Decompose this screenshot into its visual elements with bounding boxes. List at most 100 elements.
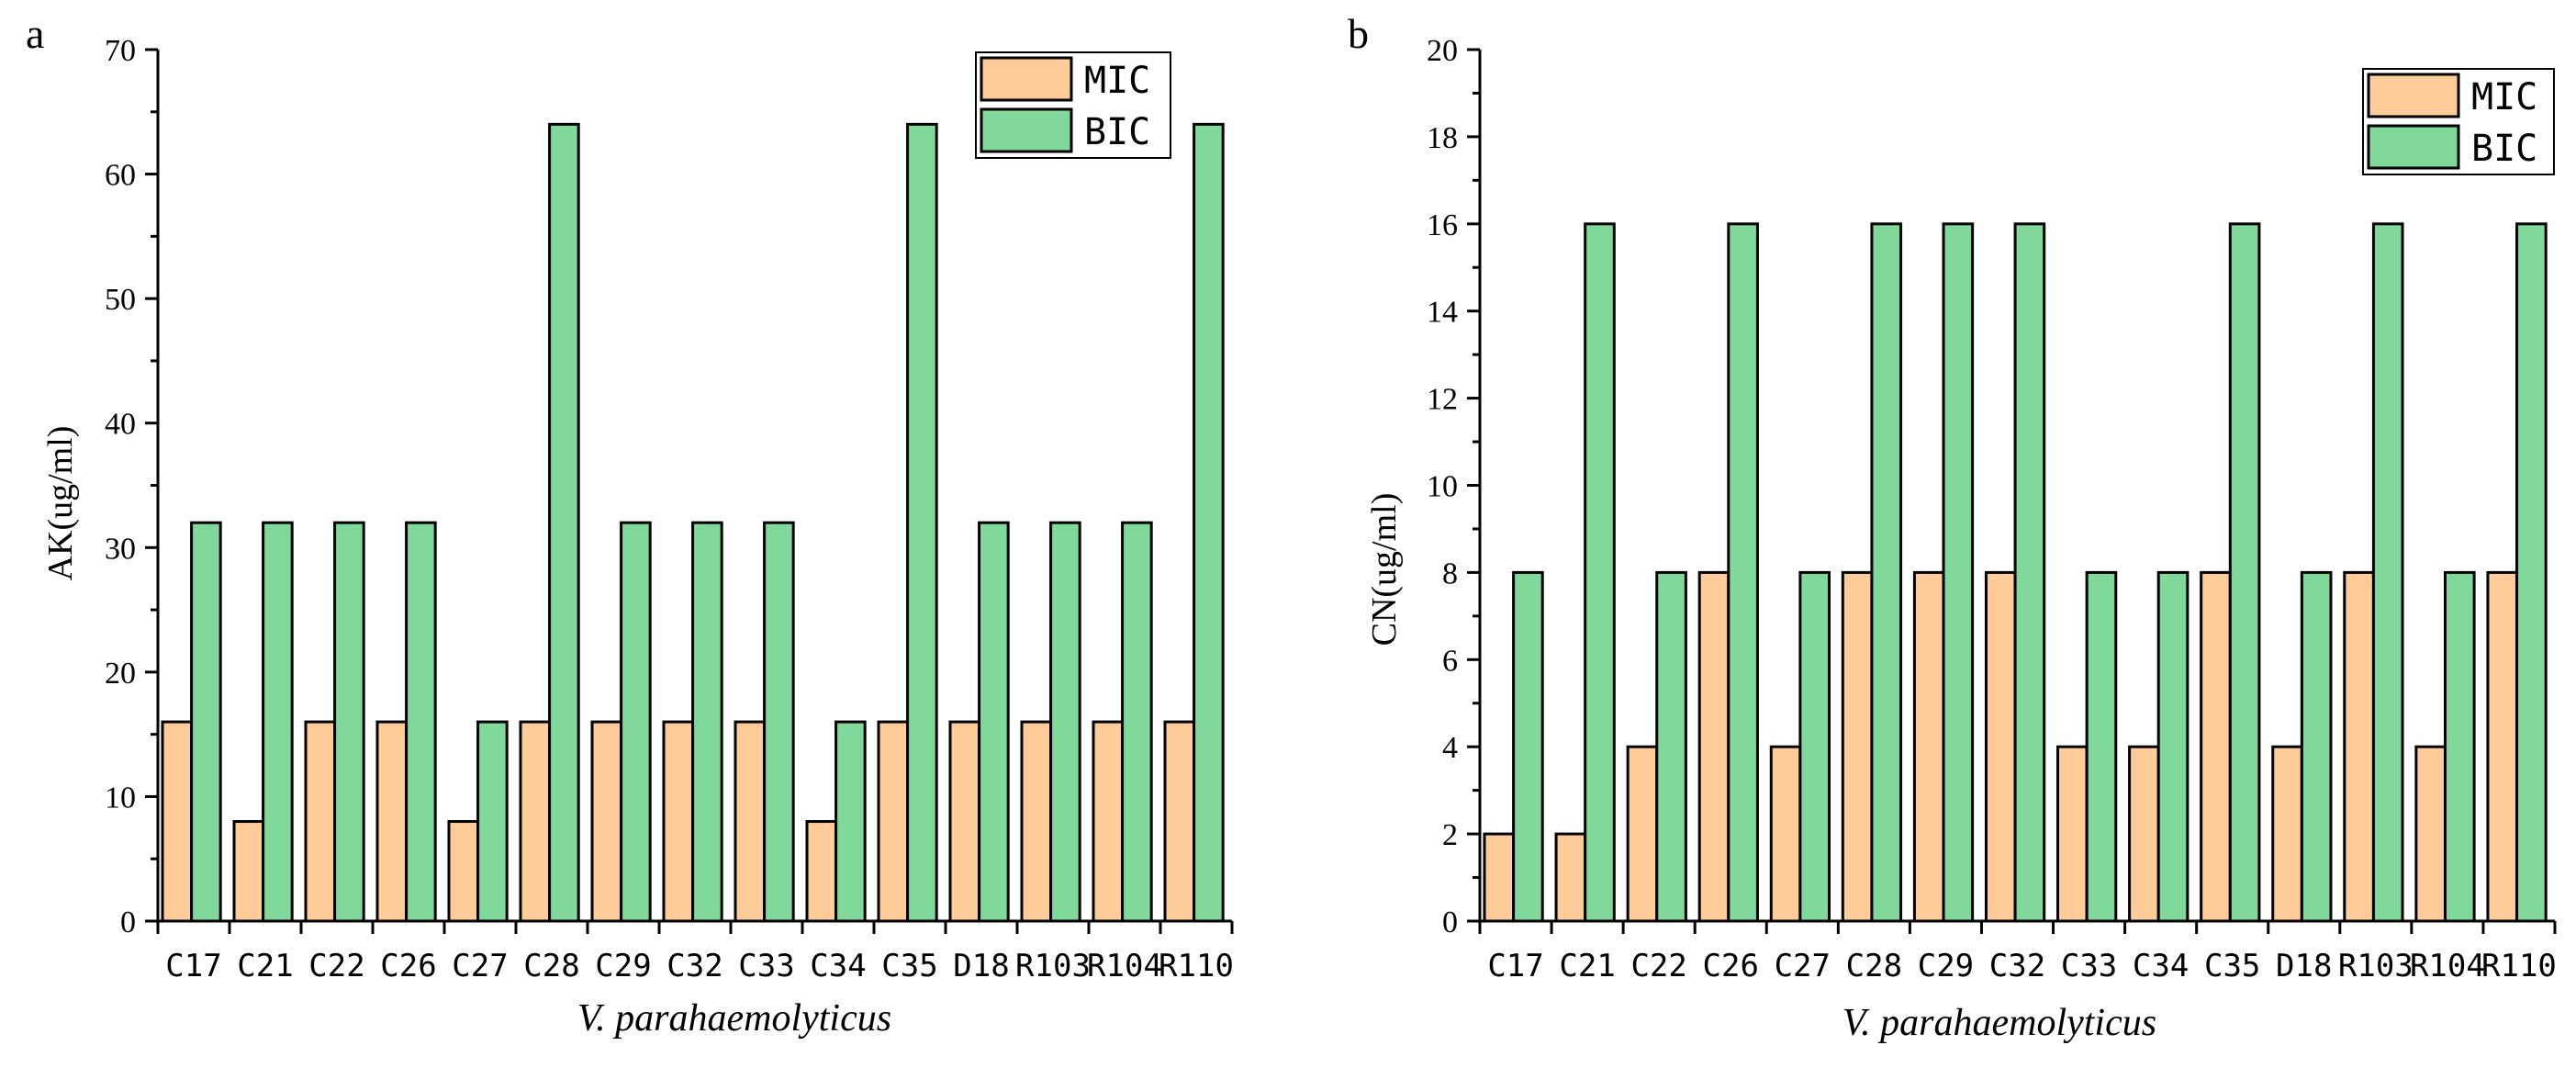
panel-b-bar-mic-c29 (1912, 570, 1945, 923)
panel-b-y-tick-label: 16 (1427, 208, 1458, 242)
panel-b-x-tick-label: C22 (1630, 948, 1686, 984)
panel-a-bar-mic-c26 (375, 720, 409, 923)
panel-a-bar-bic-c26 (405, 521, 437, 923)
panel-a-x-tick-label: C21 (237, 948, 293, 984)
panel-b-legend-swatch-mic (2367, 73, 2460, 118)
panel-a-x-tick-label: C29 (595, 948, 651, 984)
panel-b-y-tick-label: 14 (1427, 296, 1458, 330)
panel-a-x-tick-label: C28 (523, 948, 579, 984)
panel-b-legend-swatch-bic (2367, 124, 2460, 170)
panel-b-x-tick-label: R104 (2410, 948, 2485, 984)
panel-b-x-tick-label: C33 (2061, 948, 2117, 984)
panel-b-legend-label-bic: BIC (2471, 128, 2537, 170)
panel-b-bar-mic-c17 (1483, 832, 1516, 923)
panel-b-bar-bic-c35 (2228, 222, 2261, 923)
panel-b-bar-bic-r104 (2443, 570, 2476, 923)
panel-a-bar-bic-c35 (906, 122, 938, 923)
panel-b-bar-bic-r110 (2515, 222, 2548, 923)
panel-a-bar-mic-c32 (662, 720, 695, 923)
panel-b-x-tick-label: C26 (1703, 948, 1759, 984)
panel-a-bar-mic-r110 (1163, 720, 1196, 923)
panel-a-legend-label-mic: MIC (1084, 60, 1150, 102)
panel-b-bar-mic-c33 (2056, 745, 2089, 923)
panel-a-chart: a AK(ug/ml) V. parahaemolyticus C17 C21 C2… (26, 10, 1234, 1040)
panel-b-x-tick-label: R103 (2338, 948, 2414, 984)
panel-a-y-tick-label: 30 (105, 532, 136, 566)
panel-b-bar-mic-c26 (1697, 570, 1730, 923)
panel-b-x-tick-label: D18 (2276, 948, 2332, 984)
panel-a-bar-bic-c29 (620, 521, 652, 923)
panel-b-x-axis-title: V. parahaemolyticus (1842, 1002, 2156, 1044)
panel-b-y-axis-title: CN(ug/ml) (1365, 493, 1404, 646)
panel-a-bar-mic-c34 (805, 820, 838, 923)
panel-a-y-tick-label: 0 (120, 905, 136, 939)
panel-a-bar-mic-r103 (1020, 720, 1053, 923)
panel-b-x-tick-label: C27 (1775, 948, 1831, 984)
panel-a-bar-mic-c27 (447, 820, 480, 923)
panel-a-bar-mic-c29 (590, 720, 623, 923)
panel-a-x-tick-label: C26 (380, 948, 436, 984)
panel-b-bar-mic-c32 (1984, 570, 2017, 923)
panel-b-bar-bic-c27 (1798, 570, 1831, 923)
panel-a-y-tick-label: 20 (105, 657, 136, 691)
panel-a-x-tick-label: C33 (738, 948, 794, 984)
panel-b-bar-bic-c34 (2156, 570, 2190, 923)
panel-b-x-tick-label: C17 (1487, 948, 1543, 984)
panel-b-bar-bic-c33 (2085, 570, 2118, 923)
panel-a-bar-bic-r103 (1049, 521, 1081, 923)
panel-b-bar-bic-d18 (2300, 570, 2333, 923)
panel-b-x-tick-label: C32 (1989, 948, 2045, 984)
panel-a-bar-mic-d18 (948, 720, 981, 923)
panel-b-bar-bic-c28 (1870, 222, 1903, 923)
panel-b-y-tick-label: 10 (1427, 470, 1458, 504)
panel-a-bar-bic-c17 (190, 521, 222, 923)
panel-b-letter: b (1348, 10, 1369, 57)
panel-b-x-tick-label: C35 (2204, 948, 2260, 984)
panel-a-bar-mic-c21 (232, 820, 265, 923)
panel-a-x-tick-label: C17 (165, 948, 221, 984)
panel-b-bar-bic-c32 (2013, 222, 2046, 923)
panel-b-legend-label-mic: MIC (2471, 76, 2537, 118)
panel-b-bar-bic-c26 (1727, 222, 1759, 923)
panel-a-legend-swatch-mic (980, 56, 1073, 102)
panel-a-bar-bic-r110 (1193, 122, 1225, 923)
panel-a-bar-mic-c33 (734, 720, 767, 923)
panel-b-x-tick-label: C34 (2133, 948, 2189, 984)
panel-b-y-tick-label: 12 (1427, 383, 1458, 417)
panel-a-y-tick-label: 60 (105, 159, 136, 193)
panel-b-bar-mic-c22 (1626, 745, 1659, 923)
panel-a-x-tick-label: D18 (953, 948, 1009, 984)
panel-a-bar-mic-r104 (1092, 720, 1125, 923)
panel-a-y-tick-label: 70 (105, 34, 136, 68)
panel-b-bar-bic-r103 (2371, 222, 2404, 923)
panel-a-y-tick-label: 50 (105, 283, 136, 317)
panel-a-legend-label-bic: BIC (1084, 111, 1150, 153)
panel-a-letter: a (26, 10, 44, 57)
panel-b-x-tick-label: R110 (2481, 948, 2557, 984)
panel-a-x-tick-label: C27 (452, 948, 508, 984)
panel-a-bar-bic-c27 (476, 720, 509, 923)
panel-a-x-tick-label: C32 (666, 948, 722, 984)
panel-a-y-axis-title: AK(ug/ml) (41, 426, 80, 581)
panel-a-bar-bic-d18 (978, 521, 1010, 923)
panel-b-y-tick-label: 6 (1442, 644, 1458, 678)
panel-a-bar-mic-c28 (519, 720, 552, 923)
panel-b-bar-mic-c34 (2128, 745, 2160, 923)
panel-a-x-tick-label: C34 (810, 948, 866, 984)
panel-b-bar-bic-c22 (1655, 570, 1687, 923)
panel-a-bar-bic-r104 (1121, 521, 1153, 923)
panel-b-x-tick-label: C21 (1559, 948, 1615, 984)
panel-b-bar-mic-r110 (2486, 570, 2519, 923)
panel-b-bar-mic-d18 (2271, 745, 2303, 923)
panel-a-bar-bic-c33 (763, 521, 795, 923)
panel-a-y-tick-label: 10 (105, 781, 136, 815)
panel-a-bar-bic-c21 (262, 521, 294, 923)
panel-a-bar-mic-c22 (304, 720, 337, 923)
panel-b-x-tick-label: C28 (1846, 948, 1902, 984)
panel-b-bar-mic-c28 (1841, 570, 1874, 923)
panel-b-y-tick-label: 8 (1442, 556, 1458, 590)
panel-b-bar-mic-r103 (2343, 570, 2375, 923)
panel-a-legend-swatch-bic (980, 107, 1073, 153)
panel-a-bar-bic-c32 (691, 521, 723, 923)
